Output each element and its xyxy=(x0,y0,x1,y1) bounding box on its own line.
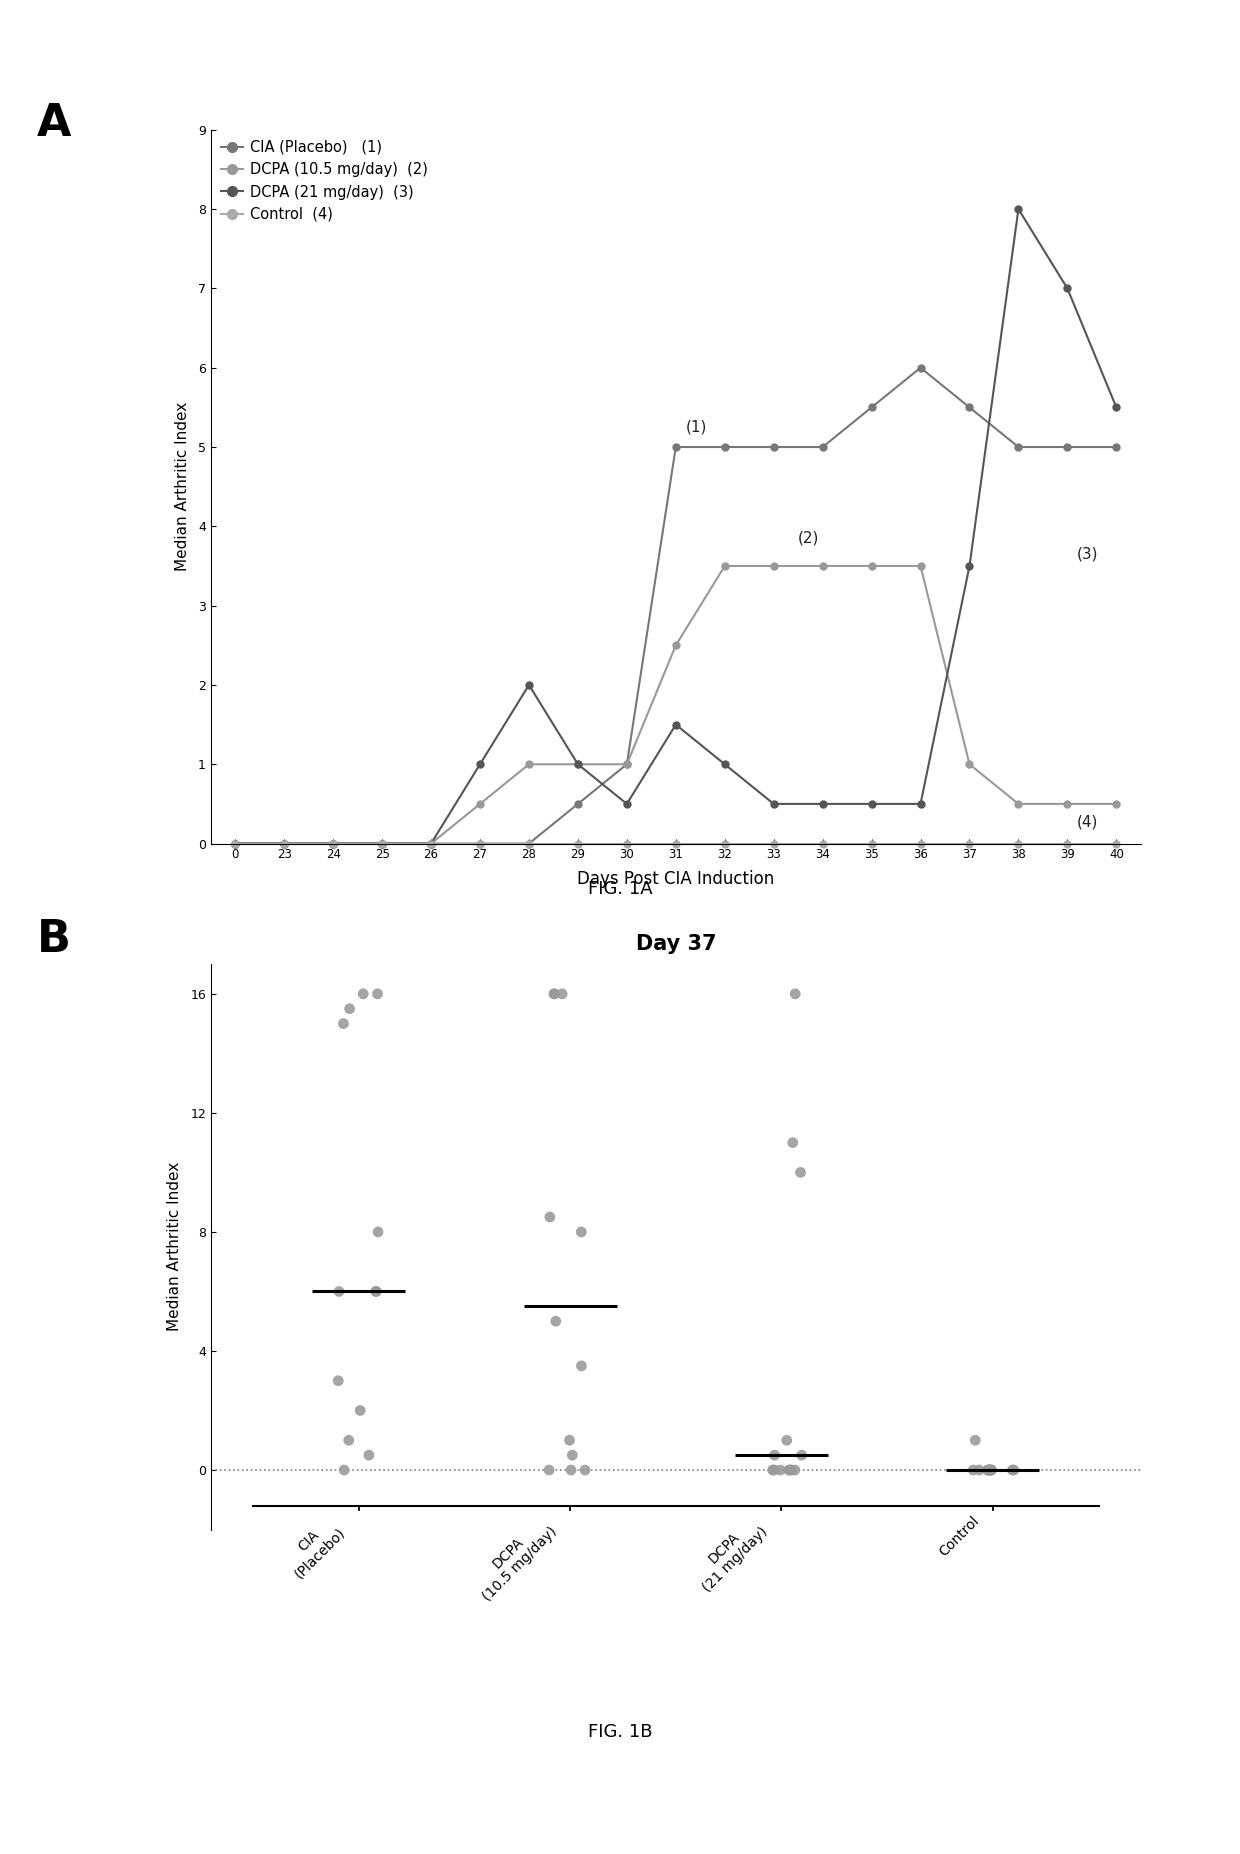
Point xyxy=(981,1455,1001,1485)
Text: Control: Control xyxy=(936,1513,982,1559)
Point xyxy=(980,1455,999,1485)
Text: (2): (2) xyxy=(799,530,820,545)
Point xyxy=(779,1455,799,1485)
Text: (3): (3) xyxy=(1078,547,1099,562)
Point xyxy=(765,1441,785,1470)
Point xyxy=(340,994,360,1023)
Point xyxy=(575,1455,595,1485)
Point xyxy=(978,1455,998,1485)
Text: FIG. 1B: FIG. 1B xyxy=(588,1722,652,1741)
Point xyxy=(785,1455,805,1485)
Point xyxy=(360,1441,379,1470)
Point xyxy=(334,1009,353,1038)
Point xyxy=(977,1455,997,1485)
Title: Day 37: Day 37 xyxy=(636,934,715,955)
Point xyxy=(780,1455,800,1485)
Point xyxy=(544,979,564,1009)
Y-axis label: Median Arthritic Index: Median Arthritic Index xyxy=(175,402,190,571)
Text: (1): (1) xyxy=(686,419,707,434)
Legend: CIA (Placebo)   (1), DCPA (10.5 mg/day)  (2), DCPA (21 mg/day)  (3), Control  (4: CIA (Placebo) (1), DCPA (10.5 mg/day) (2… xyxy=(218,137,432,224)
Point xyxy=(781,1455,801,1485)
Point xyxy=(339,1426,358,1455)
Point xyxy=(782,1127,802,1157)
Point xyxy=(350,1396,370,1426)
Text: FIG. 1A: FIG. 1A xyxy=(588,879,652,897)
Point xyxy=(763,1455,782,1485)
Point xyxy=(1002,1455,1022,1485)
Point xyxy=(770,1455,790,1485)
Point xyxy=(1004,1455,1024,1485)
Y-axis label: Median Arthritic Index: Median Arthritic Index xyxy=(167,1162,182,1331)
Point xyxy=(572,1216,591,1246)
Point xyxy=(792,1441,812,1470)
Point xyxy=(353,979,373,1009)
Text: DCPA
(21 mg/day): DCPA (21 mg/day) xyxy=(689,1513,771,1594)
Point xyxy=(539,1455,559,1485)
Point xyxy=(367,1277,387,1307)
Point xyxy=(546,1307,565,1337)
Point xyxy=(539,1201,559,1231)
Point xyxy=(367,979,387,1009)
Point xyxy=(970,1455,990,1485)
Point xyxy=(966,1426,986,1455)
Point xyxy=(785,979,805,1009)
Point xyxy=(981,1455,1001,1485)
Point xyxy=(963,1455,983,1485)
Point xyxy=(982,1455,1002,1485)
Point xyxy=(764,1455,784,1485)
Point xyxy=(544,979,564,1009)
Point xyxy=(776,1426,796,1455)
Point xyxy=(559,1426,579,1455)
Point xyxy=(329,1277,348,1307)
Point xyxy=(572,1352,591,1381)
Point xyxy=(329,1366,348,1396)
Text: B: B xyxy=(37,918,71,960)
Text: (4): (4) xyxy=(1078,814,1099,829)
Point xyxy=(368,1216,388,1246)
Point xyxy=(978,1455,998,1485)
Point xyxy=(563,1441,583,1470)
Point xyxy=(366,1277,386,1307)
Text: DCPA
(10.5 mg/day): DCPA (10.5 mg/day) xyxy=(469,1513,559,1604)
Text: A: A xyxy=(37,102,72,145)
Point xyxy=(552,979,572,1009)
Point xyxy=(791,1157,811,1187)
Text: CIA
(Placebo): CIA (Placebo) xyxy=(280,1513,348,1581)
X-axis label: Days Post CIA Induction: Days Post CIA Induction xyxy=(577,870,775,888)
Point xyxy=(335,1455,355,1485)
Point xyxy=(560,1455,580,1485)
Point xyxy=(980,1455,999,1485)
